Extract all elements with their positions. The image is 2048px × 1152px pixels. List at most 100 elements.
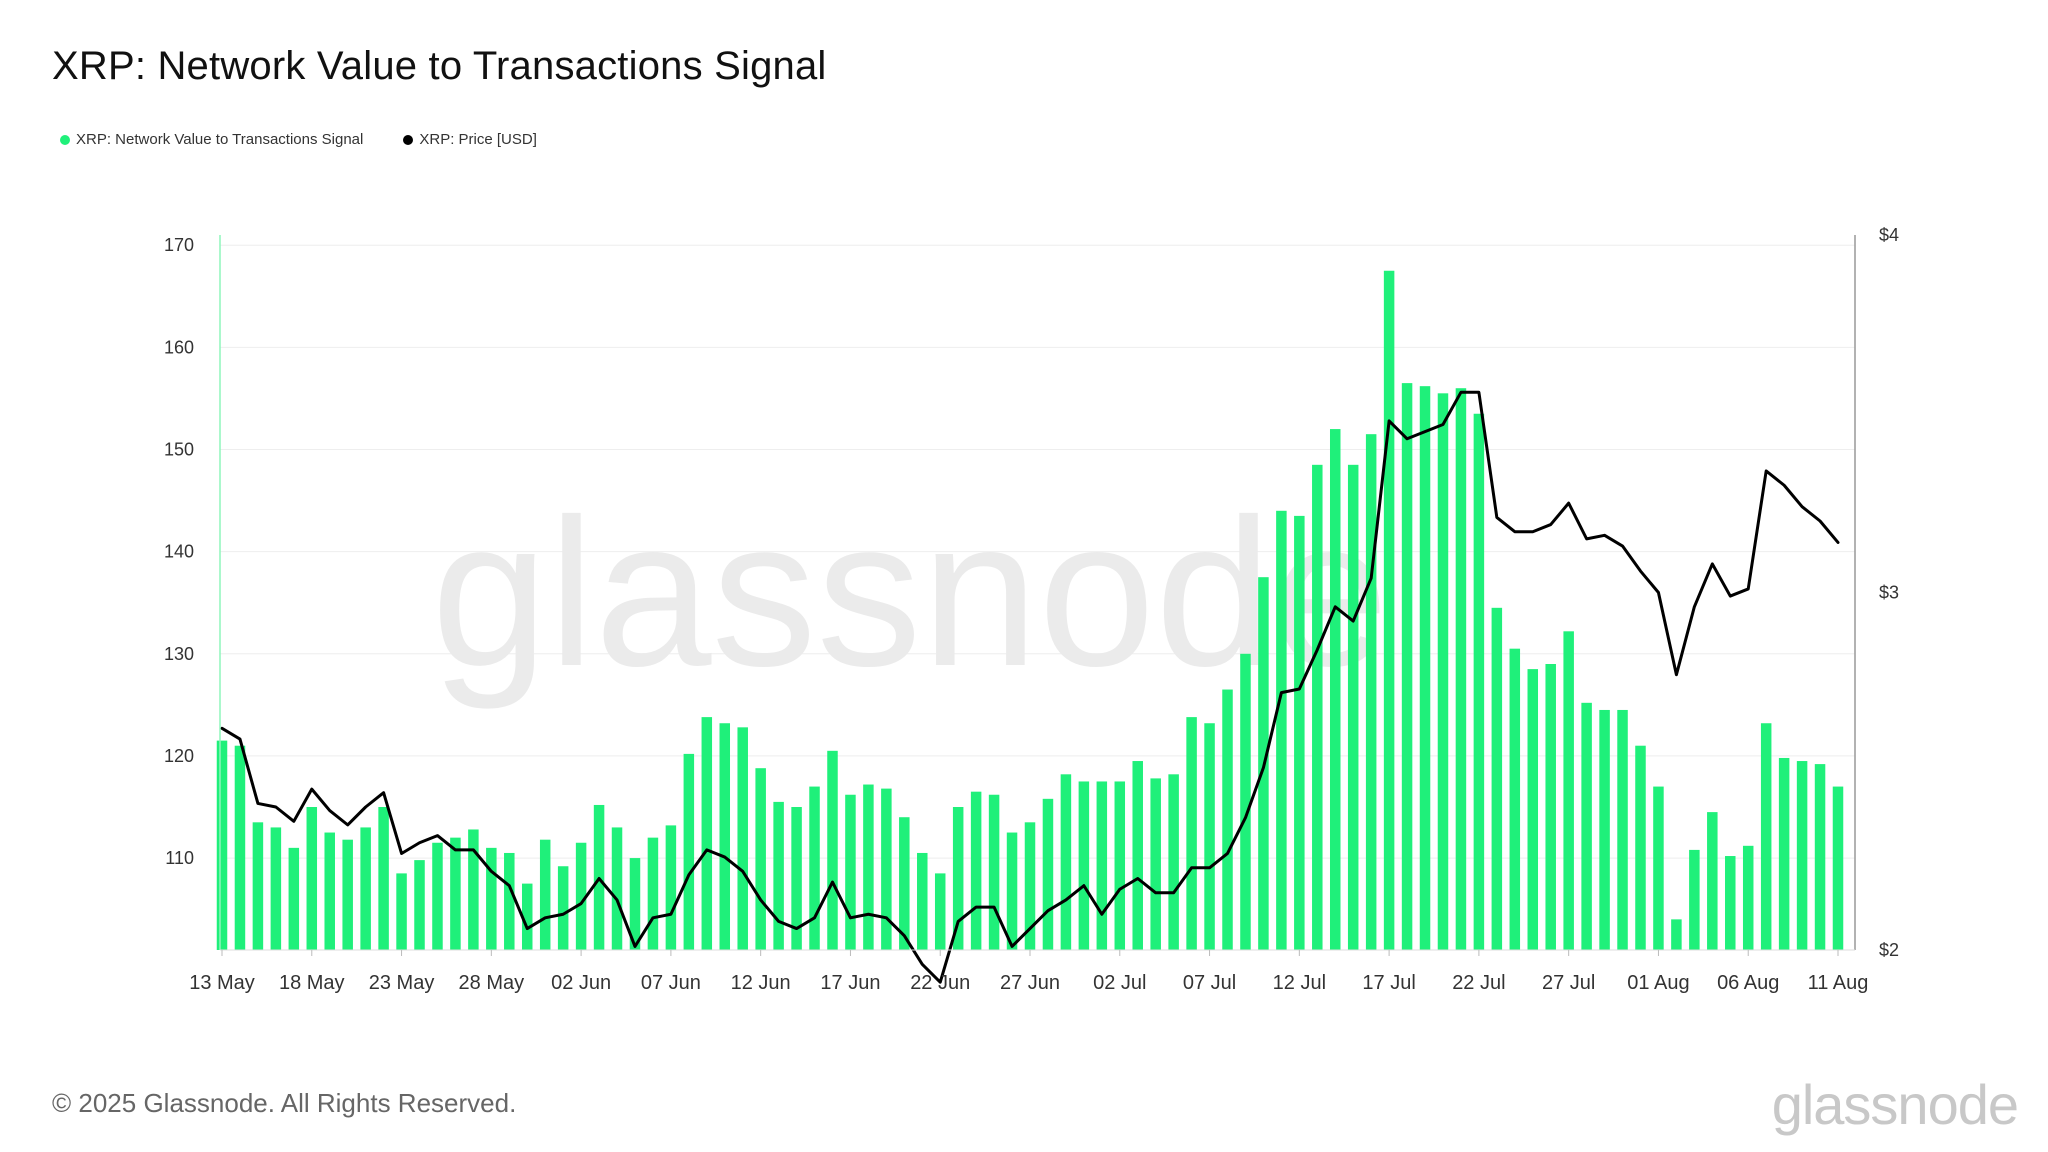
x-tick-label: 07 Jul <box>1183 972 1236 994</box>
left-tick-label: 140 <box>164 542 194 562</box>
nvt-bar <box>1150 778 1161 950</box>
nvt-bar <box>899 817 910 950</box>
nvt-bar <box>288 847 300 950</box>
x-tick-label: 27 Jun <box>1000 972 1060 994</box>
legend: XRP: Network Value to Transactions Signa… <box>60 131 537 148</box>
nvt-bar <box>755 768 766 950</box>
right-tick-label: $2 <box>1879 940 1899 960</box>
nvt-bar <box>1312 464 1323 950</box>
nvt-bar <box>1760 723 1772 950</box>
nvt-bar <box>1814 764 1826 950</box>
nvt-bar <box>1096 781 1108 950</box>
gridlines <box>220 244 1855 859</box>
price-line-group <box>220 390 1840 984</box>
legend-swatch-price <box>403 134 414 145</box>
nvt-bar <box>450 837 461 950</box>
nvt-bar <box>1168 774 1179 950</box>
nvt-bar <box>934 873 946 950</box>
left-tick-label: 170 <box>164 235 194 255</box>
nvt-bar <box>827 750 838 950</box>
nvt-bar <box>1365 434 1377 950</box>
nvt-bar <box>1060 774 1072 950</box>
price-line <box>220 390 1840 984</box>
nvt-bar <box>1204 723 1215 950</box>
nvt-bar <box>1509 648 1521 950</box>
glassnode-logo: glassnode <box>1771 1073 2019 1136</box>
left-tick-label: 150 <box>164 440 194 460</box>
nvt-bar <box>306 807 318 950</box>
nvt-bar <box>1383 270 1395 950</box>
x-tick-label: 12 Jul <box>1273 972 1326 994</box>
legend-swatch-nvt <box>60 134 70 145</box>
nvt-bar <box>791 807 802 950</box>
nvt-bar <box>1778 757 1790 950</box>
x-tick-label: 28 May <box>459 972 525 994</box>
x-tick-label: 18 May <box>279 972 345 994</box>
nvt-bar <box>252 822 264 950</box>
left-tick-label: 120 <box>164 746 194 766</box>
x-tick-label: 02 Jul <box>1093 972 1146 994</box>
x-tick-label: 12 Jun <box>731 972 791 994</box>
nvt-bar <box>1132 761 1143 950</box>
nvt-bar <box>504 852 515 950</box>
nvt-bar <box>216 740 228 950</box>
x-tick-label: 17 Jun <box>820 972 880 994</box>
nvt-bar <box>1635 745 1646 950</box>
nvt-bar <box>1347 464 1359 950</box>
nvt-bar <box>970 791 982 950</box>
nvt-bar <box>557 866 569 950</box>
nvt-bar <box>521 883 533 950</box>
nvt-bar <box>863 784 874 950</box>
legend-label-price: XRP: Price [USD] <box>419 131 537 148</box>
nvt-bar <box>1563 631 1574 950</box>
nvt-bar <box>1473 413 1485 950</box>
legend-item-nvt[interactable]: XRP: Network Value to Transactions Signa… <box>60 131 363 148</box>
legend-item-price[interactable]: XRP: Price [USD] <box>403 131 537 148</box>
nvt-bar <box>1186 717 1197 950</box>
left-tick-label: 130 <box>164 644 194 664</box>
nvt-bar <box>1581 702 1592 950</box>
nvt-bar <box>773 801 784 950</box>
nvt-bar <box>701 717 713 950</box>
nvt-bar <box>1599 709 1610 950</box>
left-tick-label: 110 <box>165 848 194 868</box>
nvt-bar <box>1707 812 1718 950</box>
x-tick-label: 07 Jun <box>641 972 701 994</box>
nvt-bar <box>234 745 246 950</box>
nvt-bar <box>1006 832 1018 950</box>
nvt-bar <box>414 860 425 950</box>
x-tick-label: 11 Aug <box>1808 972 1869 994</box>
nvt-bar <box>719 723 731 950</box>
nvt-bar <box>1832 786 1844 950</box>
nvt-bar <box>1455 388 1467 951</box>
x-tick-label: 22 Jul <box>1452 972 1505 994</box>
x-tick-label: 13 May <box>189 972 255 994</box>
nvt-bar <box>1419 386 1431 950</box>
nvt-bar <box>468 829 479 950</box>
right-tick-label: $3 <box>1879 583 1899 603</box>
nvt-bar <box>1401 383 1413 950</box>
x-tick-label: 23 May <box>369 972 435 994</box>
nvt-bar <box>809 786 820 950</box>
nvt-bar <box>1653 786 1664 950</box>
nvt-bar <box>1491 607 1503 950</box>
legend-label-nvt: XRP: Network Value to Transactions Signa… <box>76 131 364 148</box>
nvt-bar <box>1042 798 1054 950</box>
nvt-bar <box>1689 849 1700 950</box>
nvt-bar <box>1294 515 1305 950</box>
nvt-bar <box>1545 664 1556 950</box>
nvt-bar <box>1725 856 1736 950</box>
nvt-bar <box>1240 653 1251 950</box>
nvt-bar <box>360 827 371 950</box>
nvt-bar <box>1329 429 1341 950</box>
nvt-bar <box>988 794 1000 950</box>
nvt-bar <box>324 832 335 950</box>
nvt-bar <box>917 852 928 950</box>
x-tick-label: 22 Jun <box>910 972 970 994</box>
nvt-bar <box>432 842 443 950</box>
nvt-bar <box>342 839 353 950</box>
nvt-bar <box>1617 709 1628 950</box>
nvt-bar <box>1796 761 1808 950</box>
nvt-bars <box>216 270 1844 951</box>
